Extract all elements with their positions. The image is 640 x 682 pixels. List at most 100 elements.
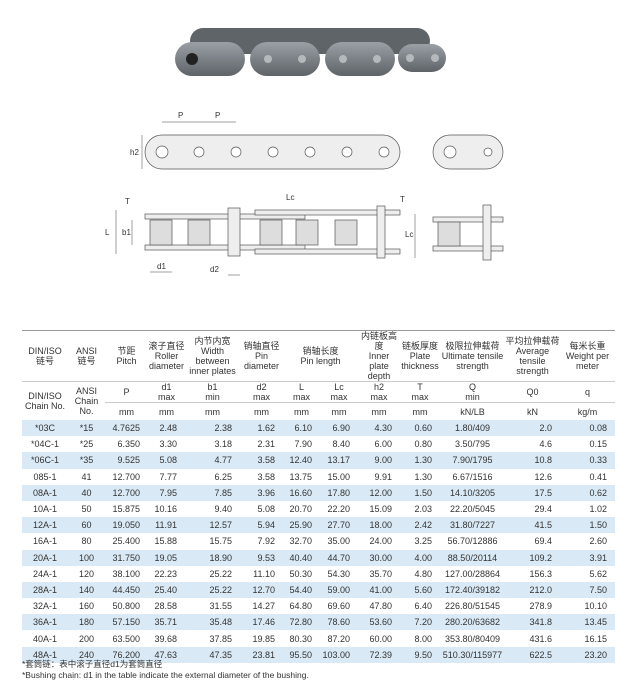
column-symbol-8: Q0 — [505, 381, 560, 403]
column-header-5: 内链板高度 Inner plate depth — [358, 331, 400, 382]
table-cell: 4.30 — [358, 420, 400, 437]
table-cell: 12.700 — [105, 484, 148, 501]
table-cell: 53.60 — [358, 614, 400, 631]
table-cell: 35.71 — [148, 614, 185, 631]
table-cell: 9.40 — [185, 500, 240, 518]
table-cell: 5.94 — [240, 517, 283, 534]
column-unit-5: mm — [358, 402, 400, 420]
column-header-3: 销轴直径 Pin diameter — [240, 331, 283, 382]
table-cell: 2.31 — [240, 436, 283, 453]
table-cell: 12.00 — [358, 484, 400, 501]
table-cell: 40.40 — [283, 549, 320, 566]
table-cell: 7.20 — [400, 614, 440, 631]
table-cell: 54.30 — [320, 565, 358, 582]
table-cell: 17.80 — [320, 484, 358, 501]
symbol: Q — [468, 382, 476, 392]
header-cn: 内节内宽 — [194, 336, 231, 346]
table-cell: *03C — [22, 420, 68, 437]
table-cell: 2.0 — [505, 420, 560, 437]
table-cell: 31.80/7227 — [440, 517, 505, 534]
table-cell: 0.80 — [400, 436, 440, 453]
table-cell: 32A-1 — [22, 598, 68, 615]
header-en: Plate thickness — [401, 351, 439, 371]
footnote-cn: *套筒链：表中滚子直径d1为套筒直径 — [22, 659, 163, 669]
table-cell: 44.70 — [320, 549, 358, 566]
table-cell: 10.8 — [505, 452, 560, 469]
header-en: Pin diameter — [243, 351, 279, 371]
chain-specification-table: DIN/ISO 链号 ANSI 链号 节距 Pitch 滚子直径 Roller diamete… — [22, 330, 615, 663]
table-cell: 13.45 — [560, 614, 615, 631]
table-row: 12A-1 60 19.050 11.91 12.57 5.94 25.90 27.70 18.… — [22, 517, 615, 534]
table-cell: 15.75 — [185, 533, 240, 550]
limit: min — [205, 392, 220, 402]
table-cell: 109.2 — [505, 549, 560, 566]
table-cell: 16A-1 — [22, 533, 68, 550]
label-lc2: Lc — [405, 230, 413, 239]
table-cell: 12.700 — [105, 468, 148, 485]
table-cell: 35.48 — [185, 614, 240, 631]
table-cell: 29.4 — [505, 500, 560, 518]
limit: max — [252, 392, 270, 402]
table-cell: 085-1 — [22, 468, 68, 485]
column-symbol-9: q — [560, 381, 615, 403]
table-cell: 40A-1 — [22, 630, 68, 647]
table-cell: 0.60 — [400, 420, 440, 437]
table-cell: 69.4 — [505, 533, 560, 550]
table-cell: 3.30 — [148, 436, 185, 453]
column-symbol-5: h2 max — [358, 381, 400, 403]
column-unit-9: kg/m — [560, 402, 615, 420]
table-cell: 280.20/63682 — [440, 614, 505, 631]
table-cell: 0.62 — [560, 484, 615, 501]
table-cell: 50.30 — [283, 565, 320, 582]
column-symbol-1: d1 max — [148, 381, 185, 403]
table-cell: 39.68 — [148, 630, 185, 647]
table-cell: 15.00 — [320, 468, 358, 485]
table-cell: 14.27 — [240, 598, 283, 615]
table-cell: 11.91 — [148, 517, 185, 534]
table-cell: 1.50 — [560, 517, 615, 534]
table-row: 36A-1 180 57.150 35.71 35.48 17.46 72.80 78.60 5… — [22, 614, 615, 631]
column-header-9: 每米长重 Weight per meter — [560, 331, 615, 382]
table-cell: 28.58 — [148, 598, 185, 615]
header-en: Width between inner plates — [189, 346, 236, 376]
column-unit-8: kN — [505, 402, 560, 420]
column-symbol-0: P — [105, 381, 148, 403]
table-cell: 2.42 — [400, 517, 440, 534]
table-cell: 12.40 — [283, 452, 320, 469]
table-cell: 22.20 — [320, 500, 358, 518]
symbol: d2 — [256, 382, 267, 392]
table-cell: 56.70/12886 — [440, 533, 505, 550]
table-cell: 127.00/28864 — [440, 565, 505, 582]
column-header-4: 销轴长度 Pin length — [283, 331, 358, 382]
table-cell: 80.30 — [283, 630, 320, 647]
table-cell: 1.50 — [400, 484, 440, 501]
column-unit-4: mm — [283, 402, 320, 420]
table-cell: 1.30 — [400, 452, 440, 469]
table-row: 32A-1 160 50.800 28.58 31.55 14.27 64.80 69.60 4… — [22, 598, 615, 615]
table-cell: 35.00 — [320, 533, 358, 550]
symbol: T — [417, 382, 423, 392]
table-cell: 16.15 — [560, 630, 615, 647]
table-cell: 2.60 — [560, 533, 615, 550]
table-cell: 54.40 — [283, 581, 320, 599]
label-p1: P — [178, 111, 183, 120]
column-header-8: 平均拉伸载荷 Average tensile strength — [505, 331, 560, 382]
table-cell: 9.525 — [105, 452, 148, 469]
header-cn: 内链板高度 — [360, 331, 397, 351]
table-cell: 4.00 — [400, 549, 440, 566]
table-cell: 1.62 — [240, 420, 283, 437]
ansi-header-bottom: ANSI Chain No. — [68, 381, 105, 420]
table-cell: 13.17 — [320, 452, 358, 469]
table-cell: 15.88 — [148, 533, 185, 550]
table-cell: 50 — [68, 500, 105, 518]
column-header-1: 滚子直径 Roller diameter — [148, 331, 185, 382]
column-header-2: 内节内宽 Width between inner plates — [185, 331, 240, 382]
table-cell: 88.50/20114 — [440, 549, 505, 566]
table-cell: 22.20/5045 — [440, 500, 505, 518]
table-cell: 5.08 — [148, 452, 185, 469]
table-cell: 41 — [68, 468, 105, 485]
table-cell: 25.22 — [185, 565, 240, 582]
chain-dimension-drawing: P P h2 T Lc T L b1 Lc d1 d2 — [105, 111, 504, 276]
table-cell: 6.90 — [320, 420, 358, 437]
